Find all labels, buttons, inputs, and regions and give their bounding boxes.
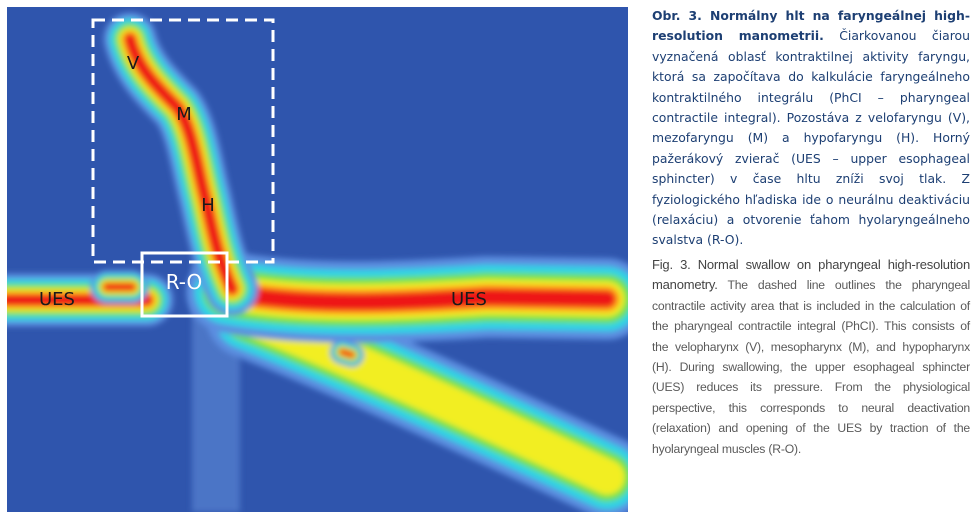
m-label: M xyxy=(176,104,192,125)
manometry-figure: R-O V M H UES UES xyxy=(7,7,628,512)
caption-sk: Obr. 3. Normálny hlt na faryngeálnej hig… xyxy=(652,6,970,251)
caption: Obr. 3. Normálny hlt na faryngeálnej hig… xyxy=(652,6,970,459)
caption-en-text: The dashed line outlines the pharyngeal … xyxy=(652,278,970,456)
caption-sk-title: Obr. 3. Normálny hlt na faryngeálnej hig… xyxy=(652,8,970,44)
heatmap xyxy=(7,12,628,512)
dashed-outline xyxy=(91,18,275,264)
v-label: V xyxy=(127,53,140,74)
heat-layer xyxy=(339,349,355,358)
ues-right-label: UES xyxy=(451,289,487,310)
caption-en: Fig. 3. Normal swallow on pharyngeal hig… xyxy=(652,255,970,459)
ro-label: R-O xyxy=(166,270,203,294)
caption-en-title: Fig. 3. Normal swallow on pharyngeal hig… xyxy=(652,256,970,293)
h-label: H xyxy=(201,195,215,216)
ues-left-label: UES xyxy=(39,289,75,310)
ro-box xyxy=(140,251,229,318)
heat-layer xyxy=(218,283,616,311)
heat-layer xyxy=(124,33,238,295)
caption-sk-text: Čiarkovanou čiarou vyznačená oblasť kont… xyxy=(652,28,970,248)
